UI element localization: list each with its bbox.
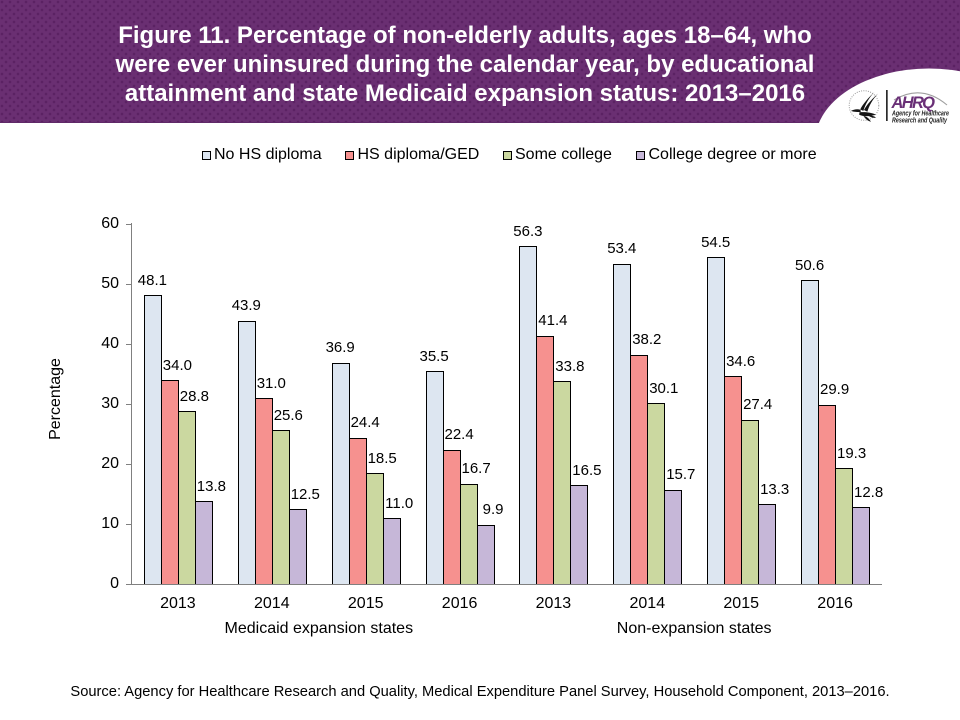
svg-text:AHRQ: AHRQ: [891, 94, 936, 112]
svg-text:Research and Quality: Research and Quality: [892, 118, 948, 125]
svg-text:Agency for Healthcare: Agency for Healthcare: [891, 111, 949, 118]
